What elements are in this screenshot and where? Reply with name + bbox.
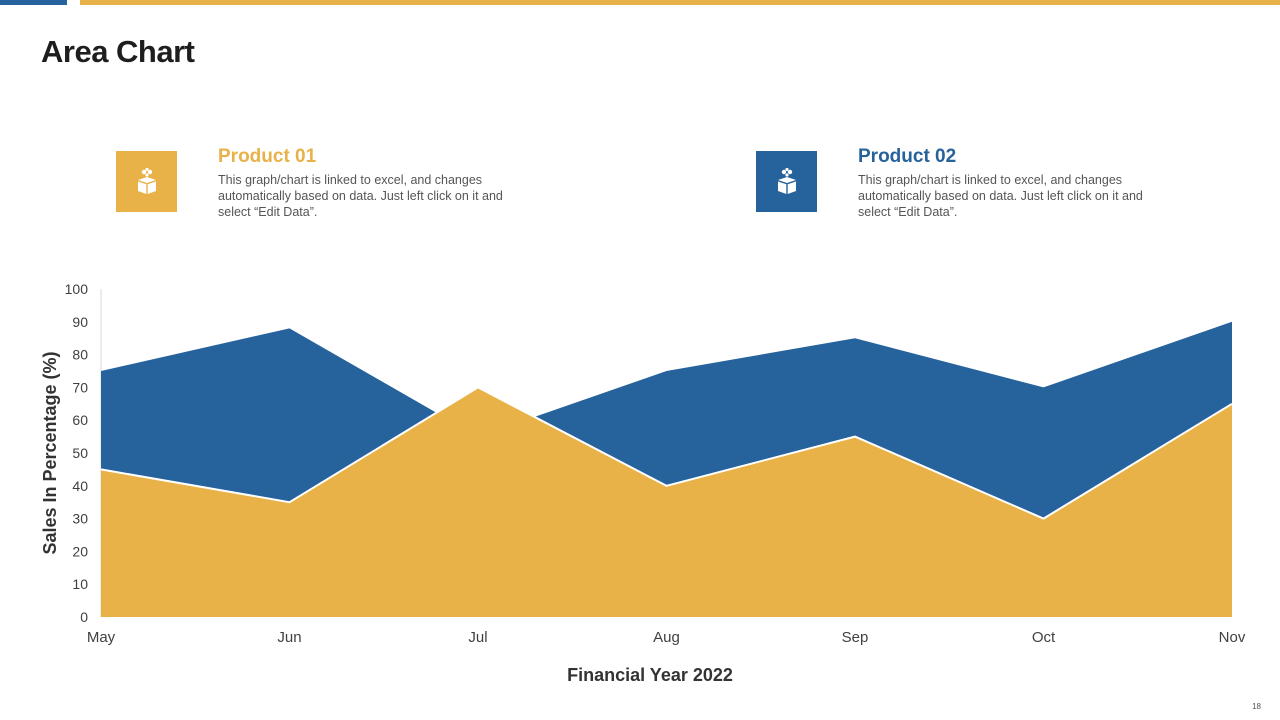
- y-tick-label: 30: [72, 511, 88, 527]
- y-tick-label: 60: [72, 412, 88, 428]
- y-tick-label: 20: [72, 543, 88, 559]
- accent-bar-gold: [80, 0, 1280, 5]
- gift-box-icon: [137, 167, 156, 194]
- y-tick-label: 90: [72, 314, 88, 330]
- x-tick-label: Jun: [277, 629, 301, 646]
- area-edge-product-01: [100, 386, 1233, 520]
- x-tick-label: Oct: [1032, 629, 1056, 646]
- product-02-title: Product 02: [858, 146, 957, 167]
- x-tick-label: Nov: [1219, 629, 1246, 646]
- accent-bar-blue: [0, 0, 67, 5]
- area-product-01: [101, 387, 1232, 617]
- y-tick-label: 10: [72, 576, 88, 592]
- y-tick-label: 50: [72, 445, 88, 461]
- y-tick-label: 80: [72, 347, 88, 363]
- x-axis-title: Financial Year 2022: [567, 665, 733, 685]
- product-01-description: This graph/chart is linked to excel, and…: [218, 173, 503, 219]
- product-02-icon-box: [756, 151, 817, 212]
- x-tick-label: Jul: [468, 629, 487, 646]
- y-axis-title: Sales In Percentage (%): [40, 351, 60, 554]
- y-tick-label: 40: [72, 478, 88, 494]
- gift-box-icon: [777, 167, 796, 194]
- x-tick-label: May: [87, 629, 116, 646]
- product-02-description: This graph/chart is linked to excel, and…: [858, 173, 1143, 219]
- y-tick-label: 0: [80, 609, 88, 625]
- y-tick-label: 70: [72, 379, 88, 395]
- product-01-title: Product 01: [218, 146, 317, 167]
- x-tick-label: Aug: [653, 629, 680, 646]
- x-tick-label: Sep: [842, 629, 869, 646]
- product-01-icon-box: [116, 151, 177, 212]
- slide-title: Area Chart: [41, 34, 195, 69]
- page-number: 18: [1252, 702, 1261, 711]
- y-tick-label: 100: [65, 281, 89, 297]
